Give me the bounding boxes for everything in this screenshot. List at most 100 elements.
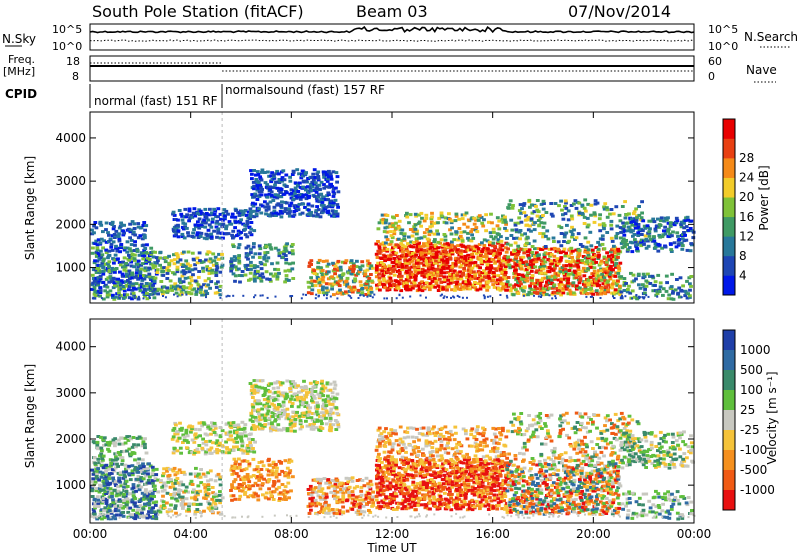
scatter-cell bbox=[308, 406, 312, 409]
scatter-cell bbox=[256, 170, 260, 173]
scatter-cell bbox=[616, 272, 620, 275]
scatter-cell bbox=[541, 214, 545, 217]
scatter-cell bbox=[572, 291, 576, 294]
scatter-cell bbox=[293, 430, 297, 433]
scatter-cell bbox=[276, 268, 280, 271]
scatter-cell bbox=[128, 223, 132, 226]
scatter-cell bbox=[100, 253, 104, 256]
scatter-cell bbox=[560, 232, 564, 235]
scatter-cell bbox=[636, 234, 640, 237]
scatter-cell bbox=[386, 238, 390, 241]
scatter-cell bbox=[392, 265, 396, 268]
scatter-cell bbox=[235, 441, 239, 444]
scatter-cell bbox=[262, 256, 266, 259]
scatter-cell bbox=[185, 213, 189, 216]
scatter-cell bbox=[239, 237, 243, 240]
scatter-cell bbox=[137, 471, 141, 474]
scatter-cell bbox=[205, 217, 209, 220]
scatter-cell bbox=[338, 289, 342, 292]
scatter-cell bbox=[173, 262, 177, 265]
scatter-cell bbox=[118, 443, 122, 446]
scatter-cell bbox=[488, 241, 492, 244]
scatter-cell bbox=[182, 251, 186, 254]
scatter-cell bbox=[187, 502, 191, 505]
scatter-cell bbox=[239, 218, 243, 221]
scatter-cell bbox=[566, 281, 570, 284]
scatter-cell bbox=[286, 408, 290, 411]
scatter-cell bbox=[274, 406, 278, 409]
scatter-cell bbox=[101, 273, 105, 276]
scatter-cell bbox=[183, 236, 187, 239]
scatter-cell bbox=[474, 261, 478, 264]
scatter-cell bbox=[267, 205, 271, 208]
scatter-cell bbox=[310, 416, 314, 419]
scatter-cell bbox=[257, 400, 261, 403]
scatter-cell bbox=[359, 280, 363, 283]
scatter-cell bbox=[155, 256, 159, 259]
scatter-cell bbox=[336, 206, 340, 209]
scatter-cell bbox=[125, 251, 129, 254]
scatter-cell bbox=[682, 231, 686, 234]
scatter-cell bbox=[572, 228, 576, 231]
scatter-cell bbox=[91, 495, 95, 498]
nsearch-tick-top: 10^5 bbox=[708, 23, 738, 36]
scatter-cell bbox=[436, 221, 440, 224]
scatter-cell bbox=[420, 212, 424, 215]
scatter-cell bbox=[413, 285, 417, 288]
scatter-cell bbox=[327, 263, 331, 266]
scatter-cell bbox=[314, 284, 318, 287]
scatter-cell bbox=[156, 268, 160, 271]
scatter-cell bbox=[627, 285, 631, 288]
scatter-cell bbox=[131, 509, 135, 512]
scatter-cell bbox=[154, 501, 158, 504]
scatter-cell bbox=[221, 496, 225, 499]
scatter-cell bbox=[506, 247, 510, 250]
scatter-cell bbox=[658, 223, 662, 226]
scatter-cell bbox=[630, 224, 634, 227]
scatter-cell bbox=[212, 230, 216, 233]
scatter-cell bbox=[304, 385, 308, 388]
scatter-cell bbox=[291, 262, 295, 265]
scatter-cell bbox=[567, 209, 571, 212]
scatter-cell bbox=[311, 185, 315, 188]
scatter-cell bbox=[506, 255, 510, 258]
scatter-cell bbox=[501, 282, 505, 285]
ground-scatter-cell bbox=[267, 297, 269, 299]
scatter-cell bbox=[143, 247, 147, 250]
scatter-cell bbox=[361, 264, 365, 267]
power-panel-scatter bbox=[90, 112, 696, 303]
scatter-cell bbox=[118, 250, 122, 253]
scatter-cell bbox=[330, 178, 334, 181]
scatter-cell bbox=[143, 437, 147, 440]
scatter-cell bbox=[165, 502, 169, 505]
scatter-cell bbox=[359, 284, 363, 287]
scatter-cell bbox=[248, 441, 252, 444]
scatter-cell bbox=[322, 414, 326, 417]
scatter-cell bbox=[575, 207, 579, 210]
scatter-cell bbox=[129, 478, 133, 481]
scatter-cell bbox=[151, 472, 155, 475]
scatter-cell bbox=[313, 280, 317, 283]
ground-scatter-cell bbox=[466, 297, 468, 299]
ground-scatter-cell bbox=[359, 294, 361, 296]
scatter-cell bbox=[531, 274, 535, 277]
scatter-cell bbox=[603, 256, 607, 259]
scatter-cell bbox=[272, 387, 276, 390]
scatter-cell bbox=[215, 266, 219, 269]
y-tick-label: 1000 bbox=[55, 261, 86, 275]
freq-strip-frame bbox=[90, 56, 694, 81]
scatter-cell bbox=[530, 270, 534, 273]
scatter-cell bbox=[384, 235, 388, 238]
scatter-cell bbox=[310, 189, 314, 192]
scatter-cell bbox=[183, 223, 187, 226]
scatter-cell bbox=[614, 288, 618, 291]
scatter-cell bbox=[519, 259, 523, 262]
scatter-cell bbox=[261, 276, 265, 279]
scatter-cell bbox=[526, 271, 530, 274]
scatter-cell bbox=[232, 245, 236, 248]
scatter-cell bbox=[93, 462, 97, 465]
scatter-cell bbox=[435, 229, 439, 232]
scatter-cell bbox=[559, 244, 563, 247]
scatter-cell bbox=[113, 233, 117, 236]
scatter-cell bbox=[461, 272, 465, 275]
